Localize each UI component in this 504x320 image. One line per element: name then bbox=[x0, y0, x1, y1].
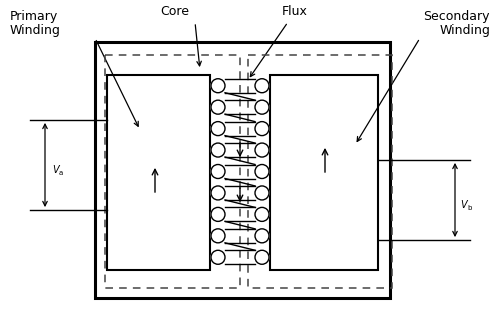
Bar bbox=[107, 75, 210, 270]
Bar bbox=[270, 75, 378, 270]
Text: V: V bbox=[52, 165, 58, 175]
Circle shape bbox=[211, 250, 225, 264]
Text: Flux: Flux bbox=[282, 5, 308, 18]
Circle shape bbox=[255, 250, 269, 264]
Text: Secondary: Secondary bbox=[423, 10, 490, 23]
Bar bbox=[248, 55, 392, 288]
Text: V: V bbox=[460, 200, 467, 210]
Circle shape bbox=[255, 186, 269, 200]
Circle shape bbox=[255, 229, 269, 243]
Text: b: b bbox=[467, 205, 471, 211]
Circle shape bbox=[211, 100, 225, 114]
Circle shape bbox=[211, 143, 225, 157]
Text: Primary: Primary bbox=[10, 10, 58, 23]
Circle shape bbox=[211, 79, 225, 93]
Text: Core: Core bbox=[160, 5, 190, 18]
Bar bbox=[95, 42, 390, 298]
Circle shape bbox=[255, 164, 269, 179]
Text: a: a bbox=[59, 170, 63, 176]
Circle shape bbox=[255, 100, 269, 114]
Circle shape bbox=[255, 207, 269, 221]
Text: Winding: Winding bbox=[10, 24, 61, 37]
Circle shape bbox=[255, 122, 269, 136]
Circle shape bbox=[211, 122, 225, 136]
Circle shape bbox=[255, 143, 269, 157]
Circle shape bbox=[211, 207, 225, 221]
Text: Winding: Winding bbox=[439, 24, 490, 37]
Circle shape bbox=[211, 186, 225, 200]
Circle shape bbox=[211, 164, 225, 179]
Circle shape bbox=[211, 229, 225, 243]
Circle shape bbox=[255, 79, 269, 93]
Bar bbox=[105, 55, 240, 288]
